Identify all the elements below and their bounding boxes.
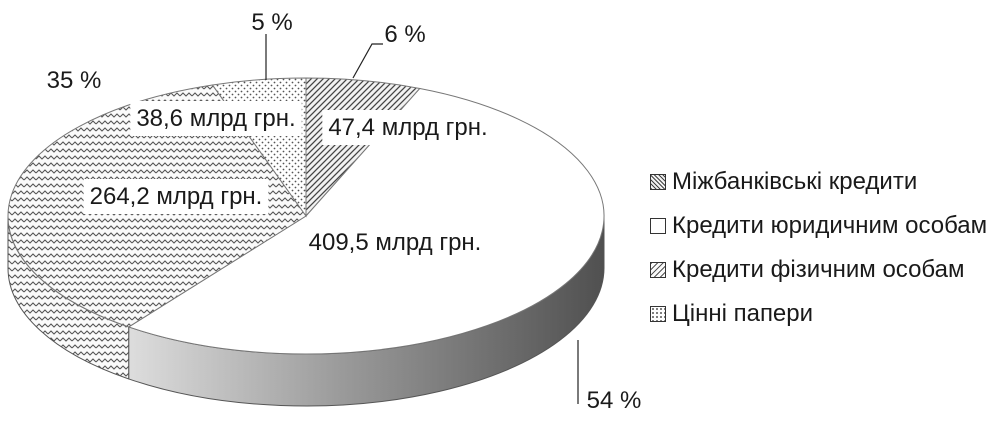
legend-swatch-securities xyxy=(650,306,666,322)
legend-item-legal-entities: Кредити юридичним особам xyxy=(650,204,987,248)
value-label-box-цінні-папери xyxy=(130,101,302,136)
percent-label-міжбанківські-кредити: 6 % xyxy=(384,21,425,48)
value-label-цінні-папери: 38,6 млрд грн. xyxy=(136,105,295,132)
legend: Міжбанківські кредити Кредити юридичним … xyxy=(650,160,987,336)
percent-label-кредити-фізичним-особам: 35 % xyxy=(47,67,102,94)
legend-item-securities: Цінні папери xyxy=(650,292,987,336)
percent-label-цінні-папери: 5 % xyxy=(251,9,292,36)
value-label-міжбанківські-кредити: 47,4 млрд грн. xyxy=(328,114,487,141)
value-label-кредити-фізичним-особам: 264,2 млрд грн. xyxy=(90,183,263,210)
pie-label-layer: 47,4 млрд грн. 6 % 409,5 млрд грн. 54 % 264,… xyxy=(47,9,642,414)
legend-swatch-interbank xyxy=(650,174,666,190)
legend-item-individuals: Кредити фізичним особам xyxy=(650,248,987,292)
pie-top-layer xyxy=(7,77,605,355)
value-label-кредити-юридичним-особам: 409,5 млрд грн. xyxy=(309,229,482,256)
legend-label-individuals: Кредити фізичним особам xyxy=(672,256,965,283)
legend-swatch-legal-entities xyxy=(650,218,666,234)
legend-swatch-individuals xyxy=(650,262,666,278)
value-label-box-міжбанківські-кредити xyxy=(322,110,494,145)
legend-label-legal-entities: Кредити юридичним особам xyxy=(672,212,988,239)
legend-label-interbank: Міжбанківські кредити xyxy=(672,168,918,195)
legend-label-securities: Цінні папери xyxy=(672,300,814,327)
pie-slice-кредити-юридичним-особам xyxy=(127,87,605,355)
leader-line-міжбанківські-кредити xyxy=(352,43,383,79)
legend-item-interbank: Міжбанківські кредити xyxy=(650,160,987,204)
value-label-box-кредити-фізичним-особам xyxy=(83,179,269,214)
percent-label-кредити-юридичним-особам: 54 % xyxy=(587,387,642,414)
value-label-box-кредити-юридичним-особам xyxy=(302,225,488,260)
